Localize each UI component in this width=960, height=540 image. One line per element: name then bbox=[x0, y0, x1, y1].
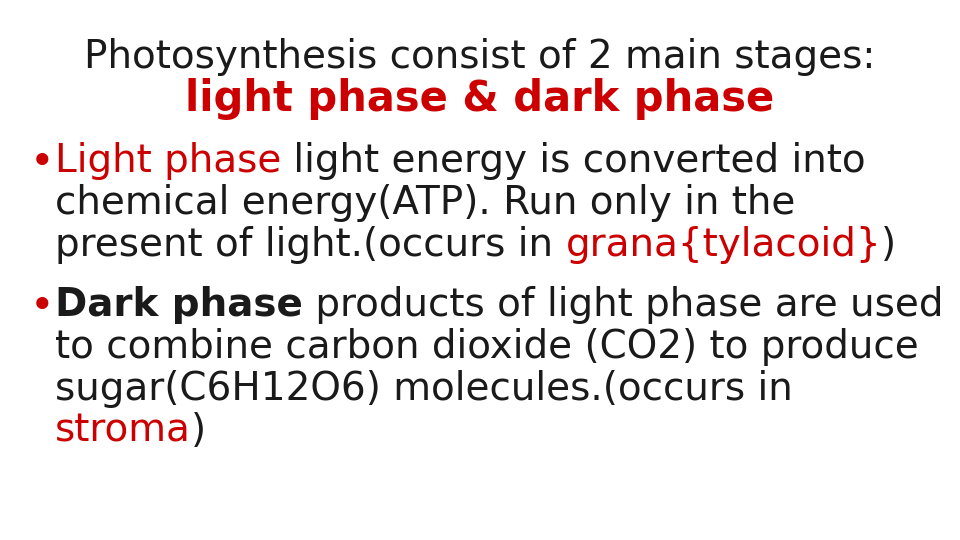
Text: ): ) bbox=[191, 412, 206, 450]
Text: to combine carbon dioxide (CO2) to produce: to combine carbon dioxide (CO2) to produ… bbox=[55, 328, 919, 366]
Text: chemical energy(ATP). Run only in the: chemical energy(ATP). Run only in the bbox=[55, 184, 796, 222]
Text: Photosynthesis consist of 2 main stages:: Photosynthesis consist of 2 main stages: bbox=[84, 38, 876, 76]
Text: •: • bbox=[30, 142, 55, 184]
Text: grana{tylacoid}: grana{tylacoid} bbox=[565, 226, 881, 264]
Text: light phase & dark phase: light phase & dark phase bbox=[185, 78, 775, 120]
Text: Dark phase: Dark phase bbox=[55, 286, 302, 324]
Text: products of light phase are used: products of light phase are used bbox=[302, 286, 944, 324]
Text: stroma: stroma bbox=[55, 412, 191, 450]
Text: ): ) bbox=[881, 226, 896, 264]
Text: sugar(C6H12O6) molecules.(occurs in: sugar(C6H12O6) molecules.(occurs in bbox=[55, 370, 793, 408]
Text: •: • bbox=[30, 286, 55, 328]
Text: present of light.(occurs in: present of light.(occurs in bbox=[55, 226, 565, 264]
Text: light energy is converted into: light energy is converted into bbox=[281, 142, 866, 180]
Text: Light phase: Light phase bbox=[55, 142, 281, 180]
